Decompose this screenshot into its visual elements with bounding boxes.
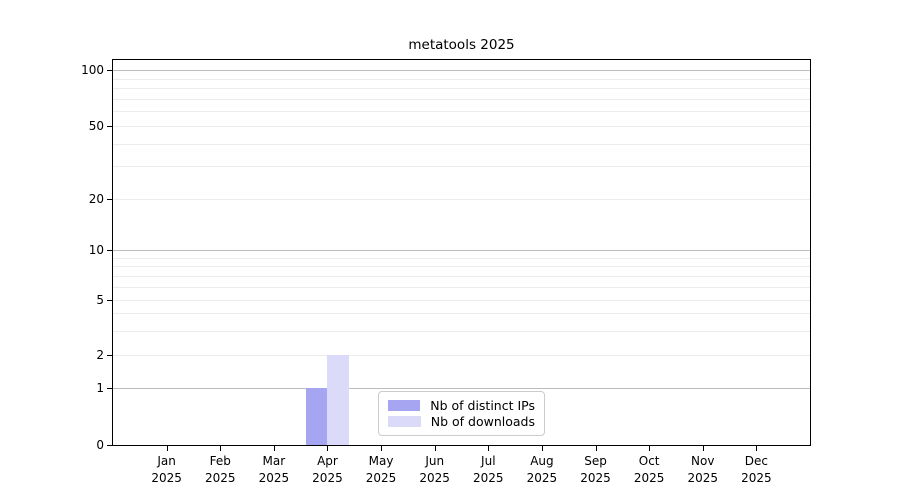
minor-gridline xyxy=(113,286,810,288)
x-tick-mark xyxy=(595,446,597,451)
x-tick-mark xyxy=(649,446,651,451)
x-tick-mark xyxy=(220,446,222,451)
x-tick-label: Jun 2025 xyxy=(419,454,450,485)
minor-gridline xyxy=(113,330,810,332)
x-tick-label: Oct 2025 xyxy=(633,454,665,485)
y-tick-mark xyxy=(107,388,112,389)
x-tick-mark xyxy=(541,446,543,451)
minor-gridline xyxy=(113,355,810,356)
y-tick-label: 5 xyxy=(96,293,104,307)
x-tick-label: Apr 2025 xyxy=(312,454,343,485)
x-tick-mark xyxy=(166,446,168,451)
minor-gridline xyxy=(113,143,810,145)
x-tick-label: Jul 2025 xyxy=(473,454,504,485)
y-tick-label: 100 xyxy=(81,63,104,77)
minor-gridline xyxy=(113,257,810,259)
x-tick-label: Aug 2025 xyxy=(526,454,558,485)
x-tick-mark xyxy=(273,446,275,451)
y-tick-label: 2 xyxy=(96,348,104,362)
bar-downloads xyxy=(327,355,349,445)
legend-swatch xyxy=(388,399,421,411)
y-tick-label: 20 xyxy=(88,191,104,206)
minor-gridline xyxy=(113,166,810,168)
y-tick-label: 0 xyxy=(96,438,104,452)
x-tick-label: Nov 2025 xyxy=(687,454,719,485)
x-tick-label: Jan 2025 xyxy=(151,454,182,485)
y-tick-label: 10 xyxy=(88,243,104,257)
minor-gridline xyxy=(113,78,810,80)
y-tick-mark xyxy=(107,250,112,251)
minor-gridline xyxy=(113,88,810,90)
x-tick-mark xyxy=(381,446,383,451)
y-tick-mark xyxy=(107,70,112,71)
bar-distinct-ips xyxy=(306,388,328,445)
minor-gridline xyxy=(113,111,810,113)
y-tick-mark xyxy=(107,126,112,127)
minor-gridline xyxy=(113,98,810,100)
y-tick-mark xyxy=(107,300,112,301)
minor-gridline xyxy=(113,126,810,127)
legend-item: Nb of distinct IPs xyxy=(388,397,535,414)
x-tick-mark xyxy=(327,446,329,451)
minor-gridline xyxy=(113,198,810,200)
legend: Nb of distinct IPs Nb of downloads xyxy=(378,391,545,436)
legend-label: Nb of distinct IPs xyxy=(430,397,535,413)
legend-label: Nb of downloads xyxy=(430,414,535,430)
legend-item: Nb of downloads xyxy=(388,414,535,431)
legend-swatch xyxy=(388,416,421,428)
minor-gridline xyxy=(113,313,810,315)
major-gridline xyxy=(113,250,810,251)
major-gridline xyxy=(113,70,810,71)
minor-gridline xyxy=(113,275,810,277)
y-tick-mark xyxy=(107,198,112,200)
plot-area: Nb of distinct IPs Nb of downloads xyxy=(113,60,810,445)
y-tick-label: 50 xyxy=(88,119,104,133)
minor-gridline xyxy=(113,300,810,301)
x-tick-label: May 2025 xyxy=(365,454,397,485)
x-tick-mark xyxy=(702,446,704,451)
y-tick-label: 1 xyxy=(96,381,104,395)
chart-title: metatools 2025 xyxy=(408,37,515,53)
x-tick-mark xyxy=(434,446,436,451)
major-gridline xyxy=(113,388,810,389)
x-tick-label: Sep 2025 xyxy=(580,454,611,485)
x-tick-label: Feb 2025 xyxy=(204,454,236,485)
y-tick-mark xyxy=(107,445,112,446)
x-tick-label: Mar 2025 xyxy=(258,454,290,485)
x-tick-label: Dec 2025 xyxy=(741,454,772,485)
x-tick-mark xyxy=(488,446,490,451)
minor-gridline xyxy=(113,266,810,268)
x-tick-mark xyxy=(756,446,758,451)
y-tick-mark xyxy=(107,355,112,356)
